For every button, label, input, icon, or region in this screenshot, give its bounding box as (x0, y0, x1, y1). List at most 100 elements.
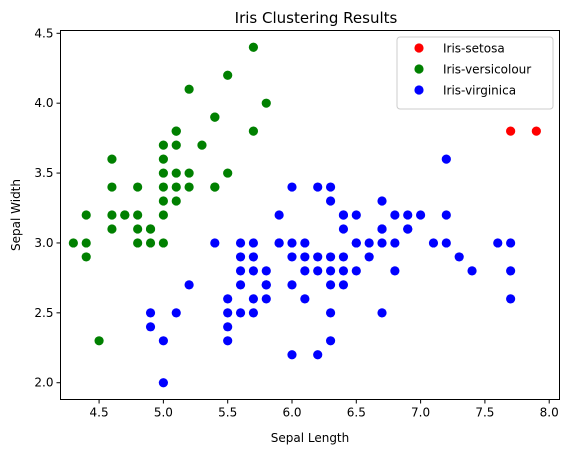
data-point-iris-virginica-28 (390, 238, 400, 248)
x-axis-label: Sepal Length (271, 431, 350, 445)
data-point-iris-versicolour-14 (158, 168, 168, 178)
y-tick-label-5: 4.5 (34, 26, 53, 40)
y-tick-label-4: 4.0 (34, 96, 53, 110)
data-point-iris-versicolour-32 (158, 210, 168, 220)
data-point-iris-versicolour-30 (120, 210, 130, 220)
data-point-iris-virginica-61 (261, 280, 271, 290)
data-point-iris-virginica-27 (377, 238, 387, 248)
data-point-iris-versicolour-19 (133, 182, 143, 192)
data-point-iris-versicolour-40 (145, 238, 156, 248)
data-point-iris-virginica-17 (403, 224, 413, 234)
data-point-iris-virginica-9 (403, 210, 413, 220)
data-point-iris-virginica-78 (325, 336, 336, 346)
x-tick-label-0: 4.5 (90, 406, 109, 420)
data-point-iris-versicolour-37 (68, 238, 78, 248)
data-point-iris-versicolour-31 (133, 210, 143, 220)
data-point-iris-versicolour-20 (158, 182, 168, 192)
data-point-iris-virginica-11 (416, 210, 426, 220)
x-tick-label-3: 6.0 (282, 406, 301, 420)
data-point-iris-versicolour-42 (81, 252, 91, 262)
data-point-iris-virginica-79 (287, 350, 297, 360)
data-point-iris-virginica-55 (184, 280, 194, 290)
y-tick-label-2: 3.0 (34, 236, 53, 250)
data-point-iris-virginica-81 (158, 378, 168, 388)
data-point-iris-setosa-1 (531, 126, 541, 136)
data-point-iris-virginica-53 (467, 266, 477, 276)
data-point-iris-virginica-56 (235, 280, 246, 290)
data-point-iris-virginica-31 (493, 238, 503, 248)
data-point-iris-versicolour-11 (197, 140, 207, 150)
data-point-iris-virginica-71 (248, 308, 259, 318)
data-point-iris-virginica-70 (235, 308, 246, 318)
data-point-iris-virginica-50 (338, 266, 349, 276)
data-point-iris-versicolour-39 (133, 238, 143, 248)
data-point-iris-virginica-66 (506, 294, 516, 304)
data-point-iris-virginica-64 (261, 294, 271, 304)
data-point-iris-virginica-20 (235, 238, 246, 248)
data-point-iris-virginica-54 (506, 266, 516, 276)
y-axis-ticks: 2.0 2.5 3.0 3.5 4.0 4.5 (34, 26, 61, 390)
data-point-iris-virginica-36 (287, 252, 297, 262)
legend-box (396, 36, 554, 110)
data-point-iris-virginica-80 (313, 350, 323, 360)
data-point-iris-versicolour-10 (171, 140, 181, 150)
data-point-iris-virginica-74 (145, 322, 156, 332)
data-point-iris-versicolour-16 (184, 168, 194, 178)
data-point-iris-virginica-21 (248, 238, 259, 248)
data-point-iris-virginica-60 (338, 280, 349, 290)
data-point-iris-virginica-12 (441, 210, 451, 220)
data-point-iris-virginica-52 (390, 266, 400, 276)
legend-marker-iris-versicolour (414, 64, 424, 74)
data-point-iris-versicolour-12 (107, 154, 117, 164)
data-point-iris-virginica-37 (300, 252, 310, 262)
data-point-iris-virginica-24 (300, 238, 310, 248)
data-point-iris-versicolour-21 (171, 182, 181, 192)
data-point-iris-virginica-47 (300, 266, 310, 276)
legend-label-iris-setosa: Iris-setosa (443, 42, 505, 56)
data-point-iris-versicolour-0 (248, 42, 259, 52)
data-point-iris-virginica-35 (235, 252, 246, 262)
data-point-iris-virginica-48 (313, 266, 323, 276)
data-point-iris-virginica-2 (313, 182, 323, 192)
data-point-iris-virginica-13 (338, 210, 349, 220)
data-point-iris-virginica-58 (287, 280, 297, 290)
legend-label-iris-virginica: Iris-virginica (443, 84, 516, 98)
data-point-iris-versicolour-17 (223, 168, 233, 178)
data-point-iris-versicolour-18 (107, 182, 117, 192)
data-point-iris-virginica-8 (351, 210, 361, 220)
data-point-iris-virginica-76 (158, 336, 168, 346)
y-tick-label-1: 2.5 (34, 306, 53, 320)
x-tick-label-5: 7.0 (411, 406, 430, 420)
data-point-iris-versicolour-3 (261, 98, 271, 108)
data-point-iris-versicolour-22 (184, 182, 194, 192)
data-point-iris-virginica-38 (313, 252, 323, 262)
data-point-iris-versicolour-24 (210, 182, 220, 192)
data-point-iris-virginica-29 (428, 238, 439, 248)
data-point-iris-versicolour-8 (248, 126, 259, 136)
data-point-iris-virginica-68 (171, 308, 181, 318)
data-point-iris-versicolour-28 (107, 210, 117, 220)
data-point-iris-virginica-75 (223, 322, 233, 332)
data-point-iris-versicolour-27 (81, 210, 91, 220)
data-point-iris-virginica-39 (325, 252, 336, 262)
x-tick-label-7: 8.0 (540, 406, 559, 420)
y-tick-label-0: 2.0 (34, 376, 53, 390)
data-point-iris-versicolour-1 (184, 84, 194, 94)
data-point-iris-virginica-34 (274, 238, 284, 248)
data-point-iris-versicolour-41 (158, 238, 168, 248)
data-point-iris-virginica-5 (377, 196, 387, 206)
x-tick-label-1: 5.0 (154, 406, 173, 420)
data-point-iris-virginica-26 (364, 238, 374, 248)
data-point-iris-virginica-67 (145, 308, 156, 318)
data-point-iris-virginica-33 (351, 238, 361, 248)
chart-title: Iris Clustering Results (235, 9, 398, 27)
data-point-iris-virginica-63 (248, 294, 259, 304)
data-point-iris-versicolour-5 (210, 112, 220, 122)
data-point-iris-virginica-1 (287, 182, 297, 192)
data-point-iris-versicolour-43 (94, 336, 104, 346)
data-point-iris-virginica-19 (210, 238, 220, 248)
x-axis-ticks: 4.5 5.0 5.5 6.0 6.5 7.0 7.5 8.0 (90, 399, 559, 420)
x-tick-label-4: 6.5 (347, 406, 366, 420)
data-point-iris-versicolour-36 (145, 224, 156, 234)
